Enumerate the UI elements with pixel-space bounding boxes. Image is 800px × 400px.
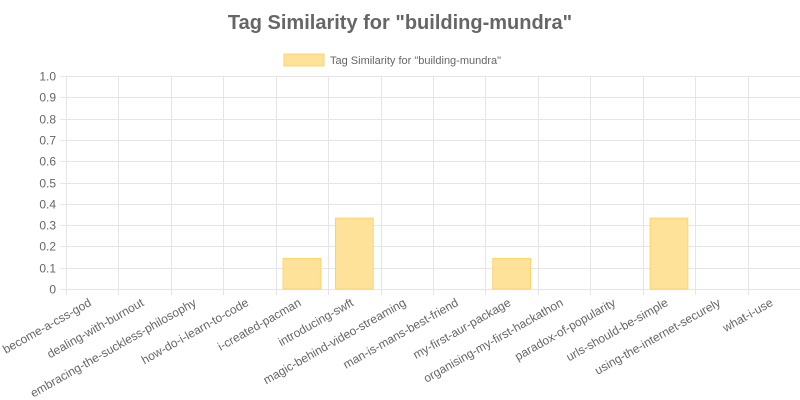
y-tick-label: 0.8 (39, 113, 56, 127)
y-tick-label: 0.4 (39, 198, 56, 212)
bar[interactable] (282, 258, 322, 290)
bar[interactable] (649, 217, 689, 290)
bars (282, 217, 689, 290)
y-tick-label: 0.9 (39, 91, 56, 105)
y-tick-label: 0.2 (39, 240, 56, 254)
bar[interactable] (492, 258, 532, 290)
x-axis: become-a-css-goddealing-with-burnoutembr… (0, 295, 775, 400)
legend-swatch (283, 53, 325, 67)
legend-label: Tag Similarity for "building-mundra" (330, 55, 501, 67)
y-tick-label: 0 (49, 283, 56, 297)
y-tick-label: 1.0 (39, 70, 56, 84)
chart-title: Tag Similarity for "building-mundra" (228, 12, 572, 34)
y-tick-label: 0.5 (39, 177, 56, 191)
grid (60, 76, 800, 295)
x-tick-label: what-i-use (719, 295, 775, 335)
legend[interactable]: Tag Similarity for "building-mundra" (283, 53, 501, 67)
y-tick-label: 0.7 (39, 134, 56, 148)
y-tick-label: 0.6 (39, 155, 56, 169)
bar[interactable] (334, 217, 374, 290)
y-tick-label: 0.1 (39, 262, 56, 276)
y-axis: 0 0.1 0.2 0.3 0.4 0.5 0.6 0.7 0.8 0.9 1.0 (39, 70, 56, 297)
y-tick-label: 0.3 (39, 219, 56, 233)
